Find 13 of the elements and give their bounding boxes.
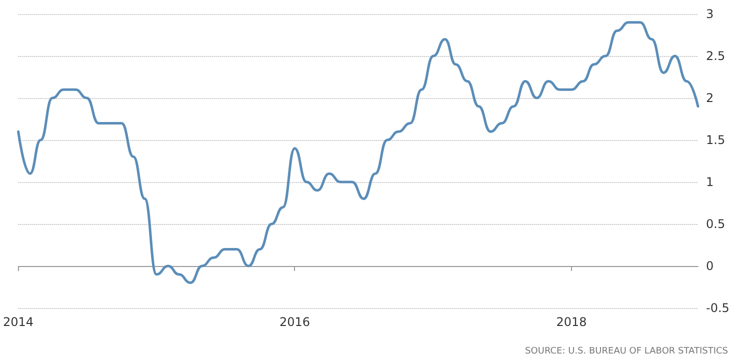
line-series: [17, 21, 700, 284]
y-tick-label: 1.5: [706, 133, 726, 147]
source-note: SOURCE: U.S. BUREAU OF LABOR STATISTICS: [525, 346, 728, 356]
y-tick-label: 3: [706, 7, 714, 21]
y-tick-label: -0.5: [706, 301, 730, 315]
x-tick-label: 2016: [279, 315, 310, 329]
y-tick-label: 1: [706, 175, 714, 189]
x-tick-label: 2014: [2, 315, 34, 329]
y-tick-label: 2.5: [706, 49, 726, 63]
y-tick-label: 2: [706, 91, 714, 105]
y-tick-label: 0: [706, 259, 714, 273]
x-tick-label: 2018: [556, 315, 587, 329]
y-tick-label: 0.5: [706, 217, 726, 231]
